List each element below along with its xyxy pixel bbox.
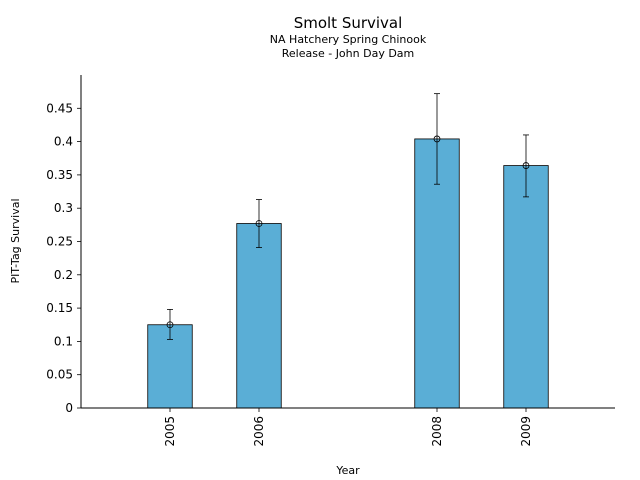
x-tick-label-2009: 2009 [519, 416, 533, 447]
y-tick-label: 0.4 [54, 135, 73, 149]
point-marker-2006 [255, 220, 263, 227]
point-marker-2005 [166, 321, 174, 329]
chart-subtitle-line-1: NA Hatchery Spring Chinook [270, 33, 427, 46]
point-marker-2009 [522, 162, 530, 169]
y-tick-label: 0.45 [46, 101, 73, 115]
y-tick-label: 0.25 [46, 235, 73, 249]
y-tick-label: 0.05 [46, 368, 73, 382]
x-tick-label-2008: 2008 [430, 416, 444, 447]
bar-2006 [236, 223, 282, 409]
y-tick-label: 0.2 [54, 268, 73, 282]
chart-title: Smolt Survival [294, 14, 403, 32]
chart-subtitle-line-2: Release - John Day Dam [282, 47, 415, 60]
point-marker-2008 [433, 135, 441, 143]
x-tick-label-2005: 2005 [163, 416, 177, 447]
y-tick-label: 0.1 [54, 334, 73, 348]
y-axis-label: PIT-Tag Survival [9, 198, 22, 283]
x-tick-label-2006: 2006 [252, 416, 266, 447]
y-tick-label: 0.35 [46, 168, 73, 182]
y-tick-label: 0 [65, 401, 73, 415]
y-tick-label: 0.3 [54, 201, 73, 215]
y-tick-label: 0.15 [46, 301, 73, 315]
bar-2009 [503, 165, 549, 409]
x-axis-label: Year [335, 464, 360, 477]
